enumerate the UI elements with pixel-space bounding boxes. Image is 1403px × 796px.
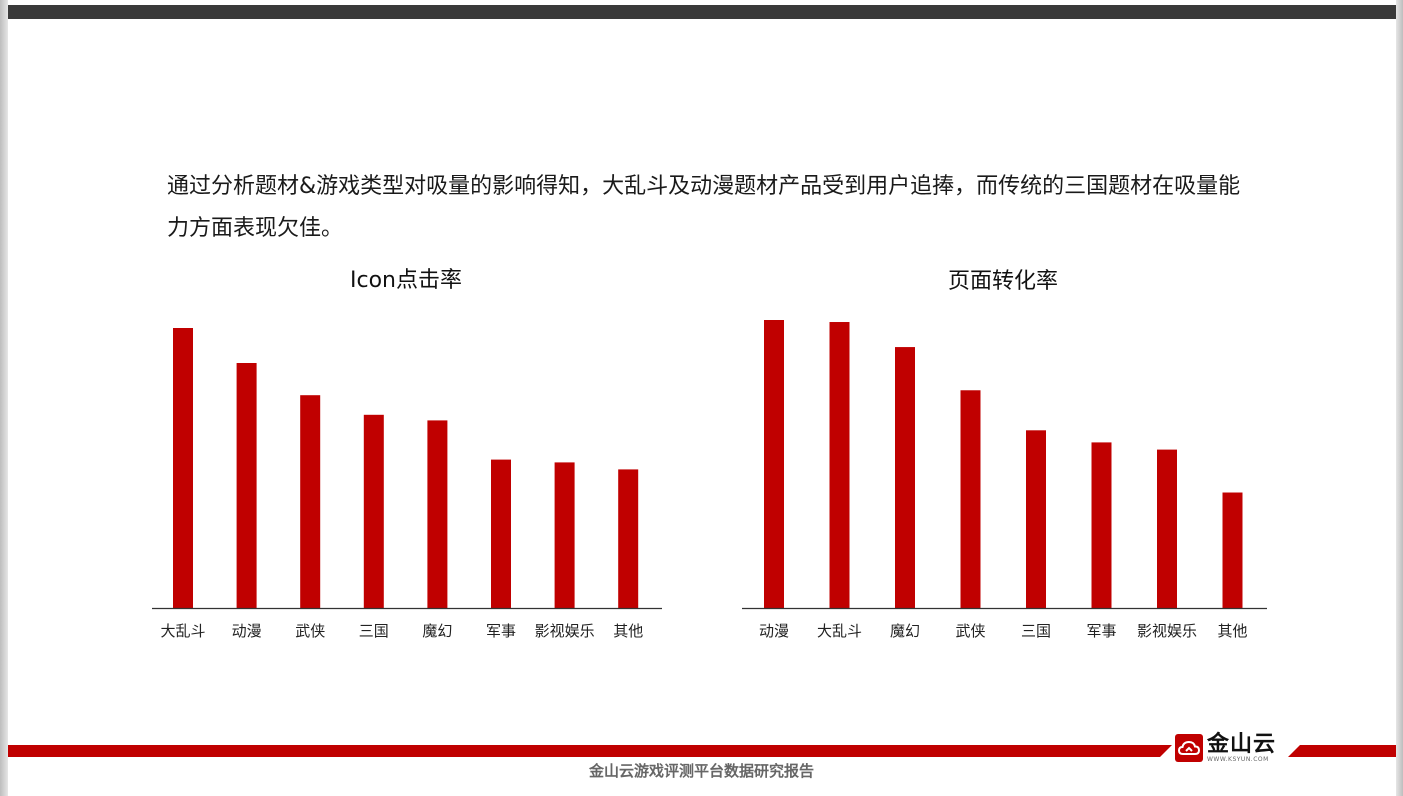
logo-url: WWW.KSYUN.COM [1207, 755, 1269, 763]
x-tick-label: 魔幻 [422, 622, 452, 640]
bar [491, 459, 511, 608]
bar [1222, 492, 1243, 608]
x-tick-label: 魔幻 [890, 622, 920, 640]
x-tick-label: 影视娱乐 [535, 622, 595, 640]
bar [1026, 430, 1046, 608]
ksyun-logo: 金山云 WWW.KSYUN.COM [1175, 731, 1276, 765]
bar [764, 320, 784, 608]
bar [236, 363, 257, 608]
top-bar [8, 5, 1396, 19]
chart-title: 页面转化率 [948, 269, 1058, 294]
x-tick-label: 其他 [613, 622, 643, 640]
logo-name: 金山云 [1207, 731, 1277, 757]
chart-title: Icon点击率 [350, 268, 462, 293]
x-tick-label: 动漫 [759, 622, 789, 640]
x-tick-label: 三国 [359, 622, 389, 640]
x-tick-label: 军事 [1086, 622, 1116, 640]
footer-caption: 金山云游戏评测平台数据研究报告 [588, 762, 814, 780]
footer-red-bar-left [8, 745, 1172, 757]
bar [554, 462, 575, 608]
x-tick-label: 大乱斗 [160, 622, 205, 640]
cloud-icon [1175, 734, 1203, 762]
bar [960, 390, 981, 608]
footer-red-bar-right [1288, 745, 1396, 757]
x-tick-label: 大乱斗 [817, 622, 862, 640]
x-tick-label: 军事 [486, 622, 516, 640]
bar [173, 328, 193, 608]
bar [618, 469, 639, 608]
bar [363, 414, 384, 608]
x-tick-label: 影视娱乐 [1137, 622, 1197, 640]
x-tick-label: 动漫 [232, 622, 262, 640]
x-tick-label: 其他 [1217, 622, 1247, 640]
slide-right-edge [1396, 0, 1403, 796]
bar [300, 395, 321, 608]
summary-text: 通过分析题材&游戏类型对吸量的影响得知，大乱斗及动漫题材产品受到用户追捧，而传统… [167, 174, 1241, 241]
bar [895, 347, 915, 608]
bar [829, 322, 850, 608]
x-tick-label: 武侠 [955, 622, 985, 640]
bar [1091, 442, 1112, 608]
bar [427, 420, 448, 608]
bar [1157, 449, 1177, 608]
x-tick-label: 三国 [1021, 622, 1051, 640]
x-tick-label: 武侠 [295, 622, 325, 640]
slide-left-edge [0, 0, 8, 796]
